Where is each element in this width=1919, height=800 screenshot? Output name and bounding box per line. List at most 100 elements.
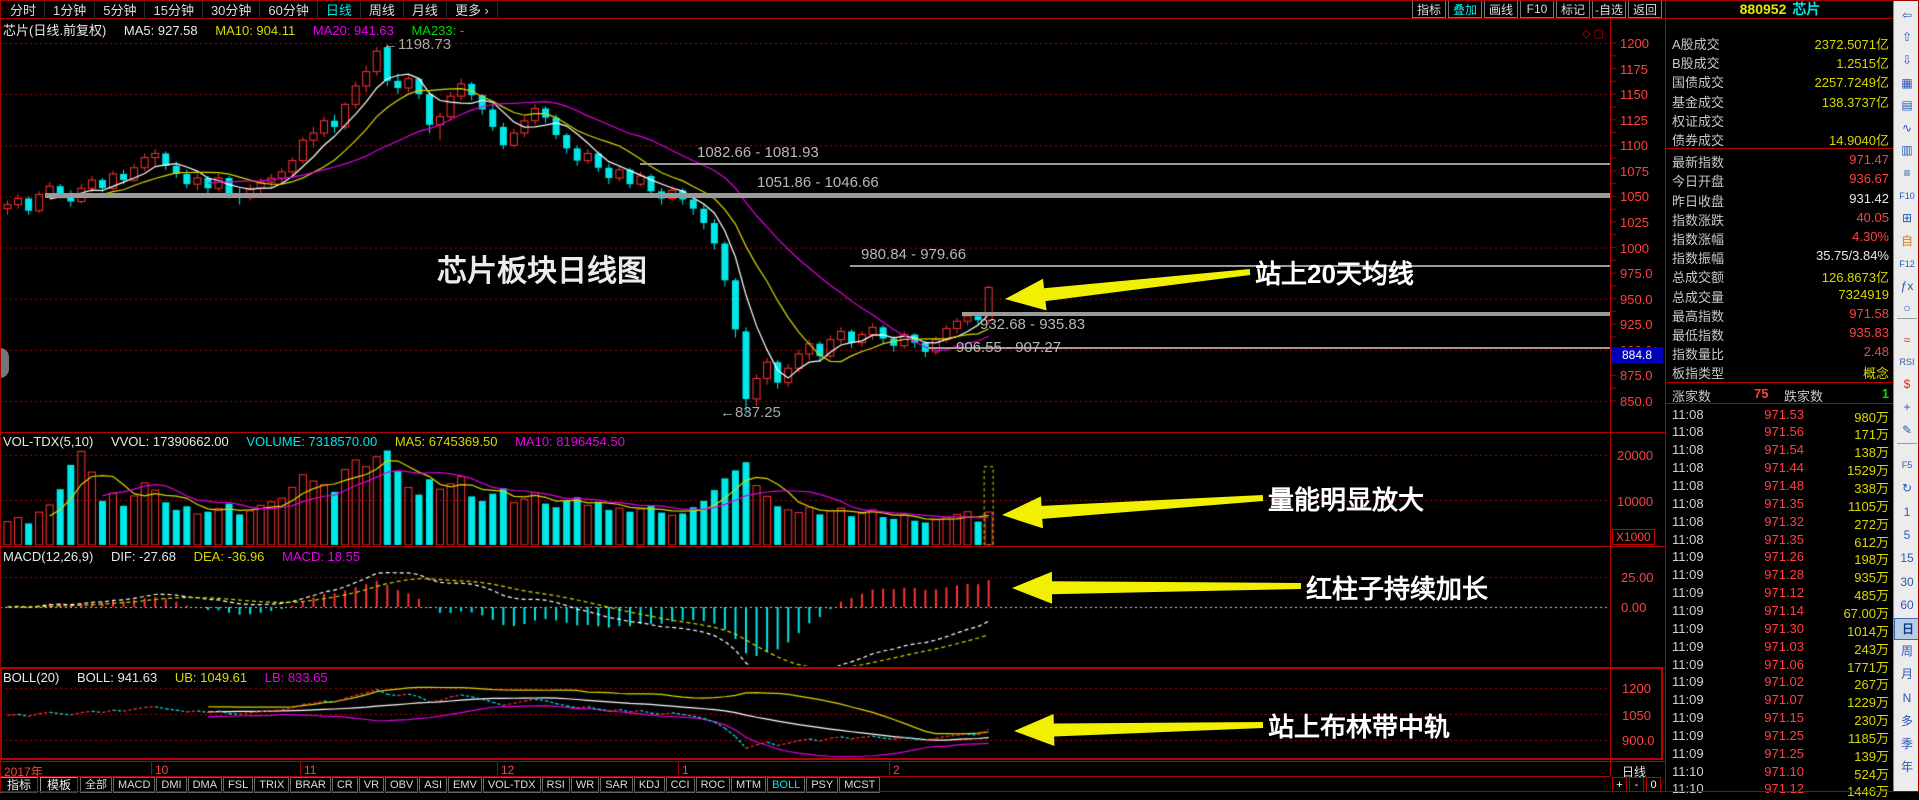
strip-period-多[interactable]: 多 [1900, 713, 1913, 728]
f10-icon[interactable]: F10 [1899, 191, 1915, 201]
tick-time: 11:08 [1672, 478, 1704, 493]
macd-panel-title-row: MACD(12,26,9) DIF: -27.68 DEA: -36.96 MA… [3, 549, 374, 564]
move-icon[interactable]: + [1903, 400, 1911, 414]
back-icon[interactable]: ⇦ [1901, 8, 1913, 22]
tick-volume: 1105万 [1848, 498, 1889, 514]
pencil-icon[interactable]: ✎ [1901, 423, 1913, 437]
self-select-icon[interactable]: 自 [1900, 234, 1913, 248]
news-icon[interactable]: ≡ [1903, 166, 1911, 180]
period-tab-1分钟[interactable]: 1分钟 [45, 0, 96, 19]
period-tab-30分钟[interactable]: 30分钟 [203, 0, 261, 19]
toolbar-button-标记[interactable]: 标记 [1556, 0, 1590, 18]
tick-time: 11:08 [1672, 531, 1704, 547]
tick-row[interactable]: 11:09 971.03 243万 [1666, 637, 1894, 657]
tick-row[interactable]: 11:08 971.32 272万 [1666, 512, 1894, 532]
price-axis-label: 950.0 [1620, 291, 1653, 307]
support-zone-label: 980.84 - 979.66 [861, 246, 967, 263]
tick-row[interactable]: 11:09 971.30 1014万 [1666, 619, 1894, 639]
refresh-icon[interactable]: ↻ [1901, 481, 1913, 495]
tick-row[interactable]: 11:09 971.25 139万 [1666, 744, 1894, 764]
up-count-label: 涨家数 [1672, 388, 1712, 404]
circle-icon[interactable]: ○ [1903, 301, 1911, 315]
x-axis-label: 1 [682, 763, 689, 777]
tick-time: 11:09 [1672, 602, 1704, 618]
support-zone-line [850, 265, 1610, 267]
tick-row[interactable]: 11:08 971.44 1529万 [1666, 458, 1894, 478]
x-axis-tick [300, 762, 301, 775]
tick-row[interactable]: 11:08 971.56 171万 [1666, 422, 1894, 442]
tick-row[interactable]: 11:09 971.25 1185万 [1666, 726, 1894, 746]
strip-period-周[interactable]: 周 [1900, 644, 1913, 659]
sidebar-expander-handle[interactable] [0, 348, 9, 378]
tick-row[interactable]: 11:09 971.07 1229万 [1666, 690, 1894, 710]
toolbar-button-F10[interactable]: F10 [1520, 0, 1554, 18]
price-point-label: ←837.25 [720, 404, 781, 421]
strip-period-5[interactable]: 5 [1903, 528, 1911, 543]
toolbar-button-画线[interactable]: 画线 [1484, 0, 1518, 18]
tick-row[interactable]: 11:09 971.15 230万 [1666, 708, 1894, 728]
block-tree-icon[interactable]: ⊞ [1901, 211, 1913, 225]
tick-row[interactable]: 11:08 971.48 338万 [1666, 476, 1894, 496]
period-tab-15分钟[interactable]: 15分钟 [145, 0, 203, 19]
strip-period-月[interactable]: 月 [1900, 667, 1913, 682]
strip-period-季[interactable]: 季 [1900, 737, 1913, 751]
strip-period-1[interactable]: 1 [1903, 505, 1911, 519]
toolbar-button-叠加[interactable]: 叠加 [1448, 0, 1482, 18]
tick-price: 971.32 [1764, 513, 1804, 529]
tick-row[interactable]: 11:09 971.28 935万 [1666, 565, 1894, 585]
macd-value: MACD: 18.55 [282, 549, 361, 564]
tick-row[interactable]: 11:10 971.10 524万 [1666, 762, 1894, 782]
period-tab-周线[interactable]: 周线 [361, 0, 404, 19]
x-axis-label: 2017年 [4, 765, 43, 779]
period-tab-更多 ›[interactable]: 更多 › [447, 0, 498, 19]
page-up-icon[interactable]: ⇧ [1901, 30, 1913, 44]
strip-period-60[interactable]: 60 [1900, 597, 1914, 612]
rsi-icon[interactable]: RSI [1899, 357, 1915, 367]
page-down-icon[interactable]: ⇩ [1901, 53, 1913, 67]
strip-period-15[interactable]: 15 [1900, 551, 1914, 566]
tick-row[interactable]: 11:08 971.35 612万 [1666, 530, 1894, 550]
kline-icon[interactable]: ▥ [1901, 143, 1913, 157]
strip-period-30[interactable]: 30 [1900, 574, 1914, 589]
sidebar-label: 指数涨跌 [1672, 212, 1725, 228]
tick-row[interactable]: 11:09 971.06 1771万 [1666, 655, 1894, 675]
x-axis-label: 10 [155, 763, 169, 777]
tick-row[interactable]: 11:09 971.02 267万 [1666, 672, 1894, 692]
period-tab-5分钟[interactable]: 5分钟 [95, 0, 146, 19]
f12-icon[interactable]: F12 [1899, 259, 1915, 269]
period-tab-日线[interactable]: 日线 [318, 0, 361, 19]
tick-row[interactable]: 11:09 971.26 198万 [1666, 547, 1894, 567]
main-chart-title-row: 芯片(日线.前复权) MA5: 927.58 MA10: 904.11 MA20… [3, 20, 478, 39]
sidebar-row-指数振幅: 指数振幅 35.75/3.84% [1666, 246, 1894, 266]
tick-row[interactable]: 11:08 971.54 138万 [1666, 440, 1894, 460]
strip-period-日[interactable]: 日 [1894, 618, 1919, 640]
sidebar-row-今日开盘: 今日开盘 936.67 [1666, 169, 1894, 189]
strip-period-年[interactable]: 年 [1900, 760, 1913, 775]
tick-row[interactable]: 11:09 971.12 485万 [1666, 583, 1894, 603]
quote-table-icon[interactable]: ▦ [1901, 76, 1913, 90]
period-tab-分时[interactable]: 分时 [2, 0, 46, 19]
sidebar-label: 总成交额 [1672, 270, 1725, 286]
period-tab-月线[interactable]: 月线 [404, 0, 447, 19]
toolbar-button--自选[interactable]: -自选 [1592, 0, 1626, 18]
tick-row[interactable]: 11:09 971.14 67.00万 [1666, 601, 1894, 621]
up-count-value: 75 [1754, 385, 1769, 401]
trend-line-icon[interactable]: ∿ [1901, 121, 1913, 135]
tick-row[interactable]: 11:10 971.12 1446万 [1666, 779, 1894, 799]
toolbar-button-指标[interactable]: 指标 [1412, 0, 1446, 18]
tick-row[interactable]: 11:08 971.35 1105万 [1666, 494, 1894, 514]
toolbar-button-返回[interactable]: 返回 [1628, 0, 1662, 18]
vvol-value: VVOL: 17390662.00 [110, 434, 229, 449]
strip-period-N[interactable]: N [1902, 690, 1912, 705]
wave-icon[interactable]: ≈ [1903, 333, 1911, 347]
tick-row[interactable]: 11:08 971.53 980万 [1666, 405, 1894, 425]
list-icon[interactable]: ▤ [1901, 98, 1913, 112]
period-tab-60分钟[interactable]: 60分钟 [260, 0, 318, 19]
f5-icon[interactable]: F5 [1901, 460, 1913, 470]
money-icon[interactable]: $ [1903, 377, 1911, 391]
formula-icon[interactable]: ƒx [1900, 279, 1914, 293]
support-zone-label: 906.55 - 907.27 [956, 339, 1062, 356]
sidebar-value: 概念 [1862, 366, 1889, 382]
stock-header[interactable]: 880952 芯片 [1665, 0, 1894, 18]
